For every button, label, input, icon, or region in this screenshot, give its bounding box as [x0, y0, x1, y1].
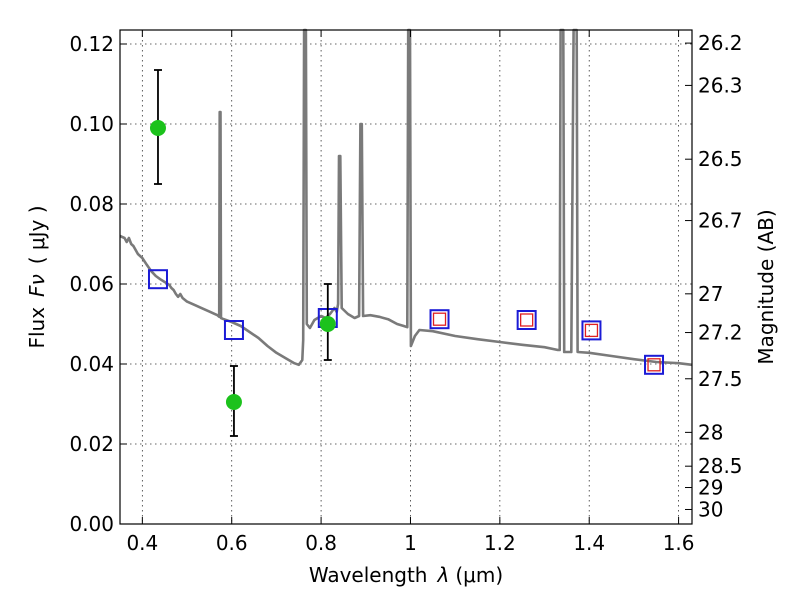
y-axis-ticks: 0.00 0.02 0.04 0.06 0.08 0.10 0.12: [69, 32, 127, 536]
y-tick-label: 0.00: [69, 512, 114, 536]
observed-photometry-series: [149, 69, 336, 437]
magnitude-tick-label: 28.5: [698, 454, 743, 478]
model-photometry-point: [147, 269, 168, 290]
y-tick-label: 0.02: [69, 432, 114, 456]
x-tick-label: 0.8: [305, 531, 337, 555]
magnitude-tick-label: 26.3: [698, 73, 743, 97]
upper-limit-marker: [520, 313, 534, 327]
magnitude-tick-label: 28: [698, 420, 723, 444]
x-tick-label: 0.4: [126, 531, 158, 555]
magnitude-tick-label: 27.2: [698, 321, 743, 345]
observed-point: [225, 394, 242, 410]
y-tick-label: 0.04: [69, 352, 114, 376]
model-photometry-point: [516, 310, 537, 330]
upper-limit-marker: [432, 312, 447, 326]
spectrum-series: [119, 28, 693, 367]
model-photometry-point: [223, 320, 244, 340]
magnitude-tick-label: 30: [698, 497, 723, 521]
model-photometry-series: [147, 269, 665, 375]
grid: [120, 30, 692, 525]
y-tick-label: 0.10: [69, 112, 114, 136]
x-tick-label: 1.6: [663, 531, 695, 555]
observed-point: [319, 316, 336, 332]
x-axis-ticks: 0.4 0.6 0.8 1 1.2 1.4 1.6: [126, 30, 695, 555]
x-tick-label: 1.2: [484, 531, 516, 555]
model-photometry-point: [644, 354, 665, 375]
x-tick-label: 1: [404, 531, 417, 555]
y-tick-label: 0.12: [69, 32, 114, 56]
y-axis-label: FluxFν( μJy ): [25, 205, 49, 348]
y-tick-label: 0.06: [69, 272, 114, 296]
magnitude-tick-label: 26.7: [698, 209, 743, 233]
spectrum-line: [119, 28, 693, 367]
magnitude-axis-label: Magnitude (AB): [754, 209, 778, 364]
plot-frame: [119, 29, 693, 525]
magnitude-tick-label: 27: [698, 282, 723, 306]
magnitude-tick-label: 26.5: [698, 147, 743, 171]
magnitude-tick-label: 29: [698, 476, 723, 500]
y-tick-label: 0.08: [69, 192, 114, 216]
observed-point: [149, 120, 166, 136]
magnitude-tick-label: 27.5: [698, 367, 743, 391]
upper-limit-marker: [584, 323, 599, 338]
x-axis-label: Wavelength λ (μm): [309, 563, 503, 587]
model-photometry-point: [429, 309, 450, 330]
model-photometry-point: [581, 320, 602, 341]
x-tick-label: 1.4: [573, 531, 605, 555]
magnitude-tick-label: 26.2: [698, 31, 743, 55]
x-tick-label: 0.6: [216, 531, 248, 555]
upper-limit-marker: [647, 358, 661, 372]
